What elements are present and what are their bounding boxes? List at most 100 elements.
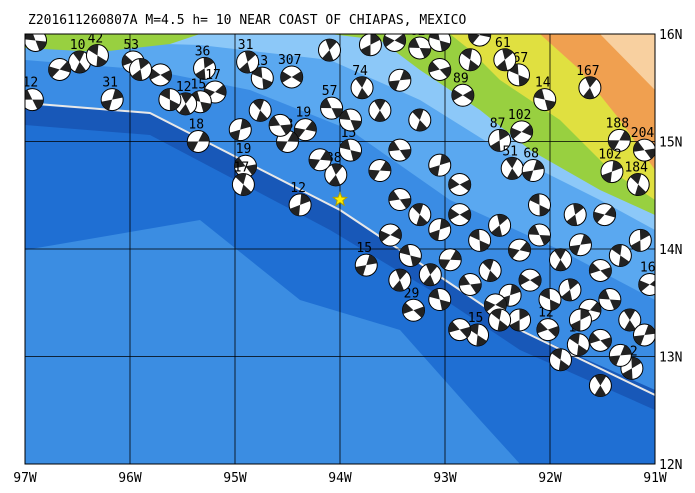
x-tick-label: 91W: [643, 471, 667, 486]
beachball-compression: [48, 61, 71, 78]
beachball: [510, 120, 534, 144]
beachball-compression: [187, 131, 210, 152]
beachball-compression: [294, 121, 317, 139]
beachball-compression: [355, 254, 378, 276]
beachball-compression: [505, 157, 519, 180]
beachball-compression: [160, 88, 180, 111]
beachball-compression: [412, 109, 428, 131]
beachball: [288, 193, 312, 217]
beachball-compression: [239, 50, 256, 73]
beachball-compression: [25, 89, 44, 110]
beachball: [100, 88, 124, 112]
beachball: [618, 308, 642, 332]
beachball-compression: [339, 109, 362, 131]
beachball: [578, 76, 602, 100]
beachball-compression: [589, 332, 612, 349]
beachball: [638, 272, 655, 296]
beachball: [533, 88, 557, 112]
beachball-compression: [569, 333, 588, 356]
depth-label: 12: [23, 76, 39, 91]
beachball: [628, 228, 652, 252]
beachball: [193, 56, 217, 80]
beachball-compression: [101, 89, 123, 111]
depth-label: 17: [234, 161, 250, 176]
depth-label: 184: [624, 161, 648, 176]
beachball: [488, 213, 512, 237]
beachball: [158, 88, 182, 112]
beachball-compression: [309, 150, 332, 170]
beachball: [468, 228, 492, 252]
beachball: [608, 243, 632, 267]
x-tick-label: 97W: [13, 471, 37, 486]
beachball-compression: [379, 228, 402, 242]
beachball-compression: [269, 116, 292, 135]
beachball-compression: [569, 234, 592, 256]
beachball: [428, 288, 452, 312]
beachball: [451, 83, 475, 107]
beachball: [25, 34, 47, 52]
beachball: [408, 108, 432, 132]
beachball: [428, 153, 452, 177]
beachball: [608, 343, 632, 367]
beachball: [549, 248, 572, 272]
beachball-compression: [448, 178, 471, 191]
beachball-compression: [522, 160, 545, 181]
beachball-compression: [601, 160, 623, 183]
beachball: [129, 57, 152, 81]
beachball: [398, 243, 422, 267]
beachball-compression: [428, 61, 451, 78]
depth-label: 10: [70, 38, 86, 53]
beachball: [568, 308, 592, 332]
beachball: [508, 308, 532, 332]
beachball-compression: [529, 193, 550, 216]
beachball-compression: [355, 76, 369, 99]
beachball: [493, 48, 517, 72]
depth-label: 53: [123, 38, 139, 53]
beachball: [48, 57, 72, 81]
beachball: [458, 272, 482, 296]
beachball-compression: [566, 203, 584, 226]
beachball: [25, 88, 44, 112]
depth-label: 102: [508, 108, 531, 123]
beachball-compression: [609, 345, 632, 366]
beachball: [566, 333, 590, 357]
depth-label: 29: [404, 286, 420, 301]
depth-label: 15: [468, 311, 484, 326]
beachball-compression: [448, 208, 471, 221]
x-tick-label: 96W: [118, 471, 142, 486]
beachball-compression: [528, 225, 551, 246]
beachball: [339, 138, 362, 162]
beachball-compression: [322, 39, 337, 62]
beachball: [388, 268, 412, 292]
beachball-compression: [448, 321, 471, 338]
beachball-compression: [320, 98, 343, 119]
beachball: [538, 288, 562, 312]
beachball: [626, 173, 650, 196]
depth-label: 31: [238, 38, 254, 53]
beachball-compression: [234, 157, 257, 175]
beachball: [234, 154, 257, 178]
depth-label: 19: [296, 106, 312, 121]
beachball: [383, 34, 407, 52]
beachball: [378, 223, 402, 247]
beachball: [598, 288, 622, 312]
beachball: [588, 259, 612, 282]
depth-label: 36: [195, 44, 211, 59]
epicenter-star: [331, 191, 349, 207]
depth-label: 307: [278, 53, 301, 68]
beachball: [85, 44, 109, 67]
depth-label: 19: [236, 142, 252, 157]
beachball-compression: [360, 34, 381, 56]
beachball: [528, 223, 551, 247]
depth-label: 18: [188, 118, 204, 133]
beachball-compression: [73, 50, 87, 73]
depth-label: 15: [191, 78, 207, 93]
abyssal-patch: [25, 220, 520, 464]
beachball-compression: [468, 34, 491, 44]
depth-label: 188: [606, 116, 629, 131]
beachball: [428, 57, 452, 81]
beachball-compression: [608, 130, 631, 151]
beachball-compression: [630, 229, 650, 252]
depth-label: 15: [356, 241, 372, 256]
beachball: [593, 203, 617, 227]
